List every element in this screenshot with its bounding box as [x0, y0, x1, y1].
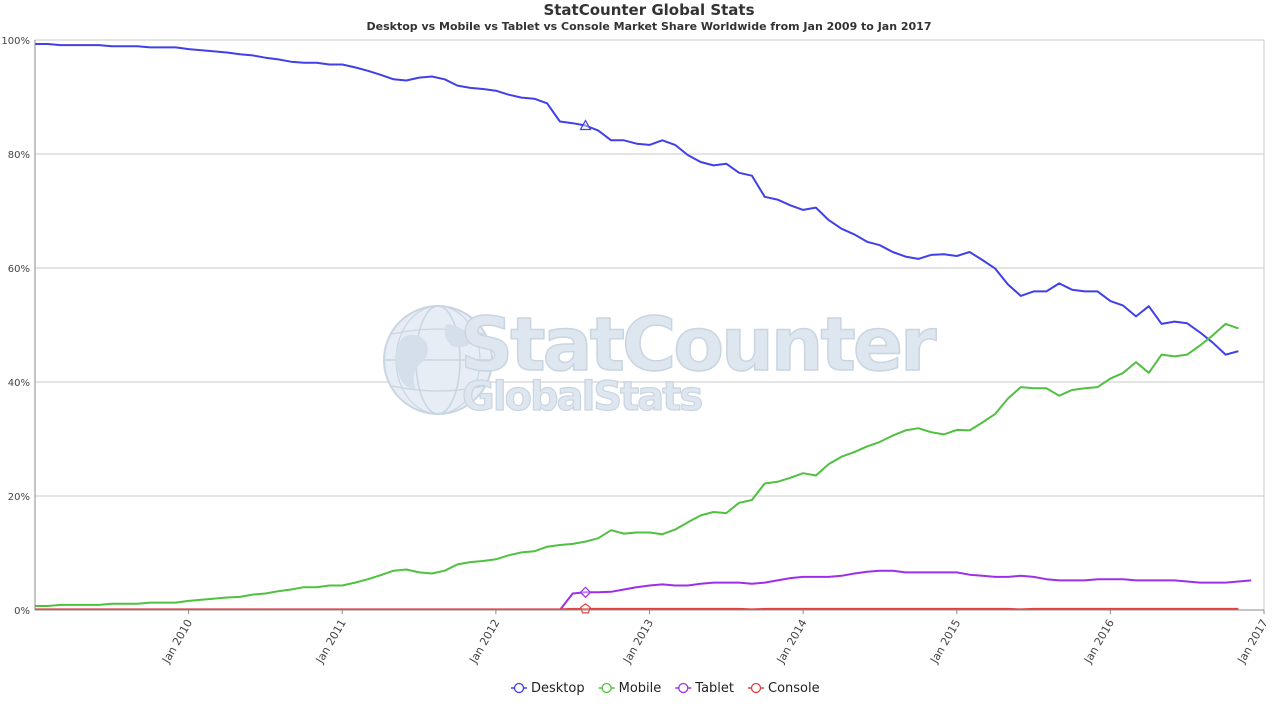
y-tick-label: 80%: [8, 150, 30, 161]
y-tick-label: 40%: [8, 378, 30, 389]
x-tick-label: Jan 2016: [1081, 617, 1117, 666]
legend-marker: [750, 682, 762, 694]
series-line-desktop: [35, 43, 1239, 356]
y-tick-label: 20%: [8, 492, 30, 503]
x-tick-label: Jan 2015: [927, 617, 963, 666]
marker-console: [579, 603, 591, 614]
x-tick-label: Jan 2010: [159, 617, 195, 666]
highlight-markers: [579, 119, 592, 614]
chart-title: StatCounter Global Stats: [543, 1, 754, 19]
marker-tablet: [579, 586, 592, 599]
y-tick-label: 100%: [1, 36, 30, 47]
legend-label: Mobile: [619, 681, 662, 696]
x-tick-label: Jan 2013: [620, 617, 656, 666]
legend-marker: [513, 682, 525, 694]
legend-marker: [678, 682, 689, 694]
legend-item-desktop[interactable]: Desktop: [511, 681, 585, 696]
x-tick-label: Jan 2011: [313, 617, 349, 666]
y-tick-label: 60%: [8, 264, 30, 275]
legend-label: Desktop: [531, 681, 585, 696]
watermark-text-globalstats: GlobalStats: [462, 374, 701, 420]
y-tick-label: 0%: [14, 606, 30, 617]
x-tick-label: Jan 2012: [466, 617, 502, 666]
x-tick-label: Jan 2017: [1235, 617, 1271, 666]
legend-label: Tablet: [694, 681, 734, 696]
series-lines: [35, 43, 1252, 611]
x-tick-label: Jan 2014: [774, 617, 810, 666]
legend-item-console[interactable]: Console: [748, 681, 820, 696]
watermark-text-statcounter: StatCounter: [460, 302, 937, 388]
series-line-mobile: [35, 322, 1239, 607]
statcounter-watermark: StatCounter GlobalStats: [383, 301, 941, 421]
gridlines: [35, 39, 1265, 610]
series-line-console: [35, 607, 1239, 611]
legend-item-mobile[interactable]: Mobile: [598, 681, 662, 696]
chart-subtitle: Desktop vs Mobile vs Tablet vs Console M…: [367, 20, 932, 33]
legend-label: Console: [768, 681, 820, 696]
legend-item-tablet[interactable]: Tablet: [675, 681, 734, 696]
legend: Desktop Mobile Tablet Console: [511, 681, 820, 696]
series-line-tablet: [559, 569, 1252, 611]
marker-desktop: [579, 119, 592, 131]
legend-marker: [601, 682, 612, 694]
globe-icon: [383, 305, 493, 415]
